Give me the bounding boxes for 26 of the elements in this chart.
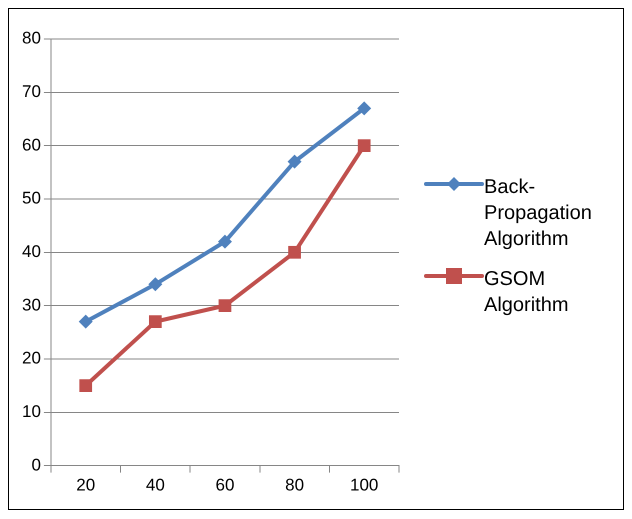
- point: [218, 234, 232, 249]
- point: [358, 139, 371, 152]
- legend-label: Back-Propagation Algorithm: [484, 175, 593, 252]
- y-tick-label: 80: [22, 28, 41, 48]
- point: [288, 246, 301, 259]
- point: [357, 101, 372, 116]
- y-tick-label: 30: [22, 295, 41, 314]
- point: [79, 379, 92, 392]
- y-tick-label: 50: [22, 188, 41, 208]
- x-tick-label: 20: [76, 475, 96, 494]
- y-tick-label: 70: [22, 82, 41, 102]
- y-tick-label: 60: [22, 135, 41, 154]
- x-tick-label: 80: [285, 475, 304, 494]
- y-tick-label: 10: [22, 402, 41, 421]
- y-tick-label: 40: [22, 242, 41, 261]
- point: [148, 315, 162, 328]
- y-tick-label: 0: [31, 455, 41, 474]
- point: [78, 314, 93, 329]
- point: [148, 277, 162, 292]
- point: [218, 299, 232, 312]
- x-tick-label: 60: [215, 475, 234, 494]
- y-tick-label: 20: [22, 348, 41, 368]
- x-tick-label: 40: [146, 475, 165, 494]
- legend-label: GSOM Algorithm: [484, 267, 570, 318]
- x-tick-label: 100: [350, 475, 378, 494]
- point: [288, 154, 302, 169]
